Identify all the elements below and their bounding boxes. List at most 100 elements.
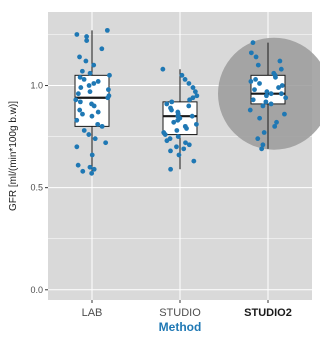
data-point-studio [191, 158, 197, 164]
x-tick-label-lab: LAB [82, 307, 103, 319]
data-point-lab [86, 83, 92, 88]
data-point-studio [186, 81, 192, 86]
y-axis-ticks: 0.0 0.5 1.0 [30, 81, 48, 295]
data-point-studio2 [277, 58, 283, 64]
data-point-lab [103, 140, 109, 146]
data-point-studio [174, 128, 180, 133]
data-point-studio [175, 109, 181, 115]
data-point-lab [74, 117, 80, 123]
data-point-studio2 [279, 91, 284, 97]
data-point-studio [189, 113, 195, 119]
data-point-studio [175, 134, 181, 139]
data-point-lab [86, 132, 92, 137]
data-point-studio [194, 93, 200, 99]
data-point-lab [87, 164, 93, 170]
data-point-lab [83, 58, 89, 64]
data-point-lab [77, 99, 83, 105]
data-point-lab [104, 27, 110, 33]
data-point-studio [186, 142, 192, 148]
data-point-studio2 [252, 87, 257, 93]
data-point-studio [186, 103, 192, 109]
data-point-studio2 [283, 95, 289, 101]
data-point-studio2 [271, 70, 277, 76]
x-axis-ticks: LAB STUDIO STUDIO2 [82, 300, 292, 319]
data-point-studio [168, 105, 173, 111]
data-point-lab [84, 34, 90, 39]
data-point-studio2 [274, 119, 279, 125]
data-point-studio [181, 146, 187, 152]
data-point-studio2 [282, 111, 287, 117]
data-point-studio [171, 119, 177, 125]
data-point-studio2 [255, 136, 261, 142]
data-point-lab [73, 97, 79, 103]
data-point-studio [190, 85, 196, 90]
data-point-studio [167, 136, 173, 142]
data-point-studio2 [276, 85, 281, 90]
data-point-lab [91, 166, 97, 172]
data-point-studio [161, 130, 167, 135]
data-point-studio [160, 66, 166, 72]
data-point-lab [80, 111, 85, 117]
data-point-lab [89, 170, 95, 176]
data-point-lab [80, 168, 86, 174]
data-point-studio [168, 166, 173, 172]
data-point-lab [77, 54, 82, 60]
data-point-lab [84, 38, 90, 43]
data-point-lab [95, 79, 101, 84]
data-point-lab [95, 121, 101, 127]
data-point-lab [74, 32, 80, 37]
data-point-lab [81, 128, 87, 133]
data-point-studio2 [272, 123, 278, 129]
data-point-studio2 [253, 77, 258, 82]
data-point-studio [168, 148, 173, 154]
data-point-studio2 [260, 103, 266, 109]
data-point-studio [192, 89, 198, 95]
data-point-studio [190, 95, 196, 101]
data-point-studio2 [250, 40, 256, 46]
data-point-studio2 [257, 115, 263, 121]
data-point-lab [106, 93, 112, 99]
data-point-studio2 [247, 107, 253, 113]
data-point-studio2 [248, 79, 254, 84]
data-point-lab [99, 46, 105, 52]
data-point-lab [91, 62, 97, 68]
data-point-lab [77, 74, 83, 80]
data-point-studio2 [257, 81, 262, 86]
data-point-studio [174, 144, 179, 150]
data-point-lab [78, 85, 84, 90]
data-point-studio2 [268, 91, 274, 97]
data-point-studio [182, 123, 188, 129]
data-point-lab [75, 91, 81, 97]
data-point-studio [169, 99, 175, 105]
data-point-studio2 [268, 101, 274, 107]
data-point-studio [193, 121, 199, 127]
y-axis-title: GFR [ml/(min*100g b.w)] [8, 101, 19, 211]
data-point-studio2 [279, 83, 285, 88]
y-tick-label: 1.0 [30, 81, 43, 91]
data-point-studio [179, 72, 185, 78]
data-point-studio2 [250, 97, 256, 103]
data-point-lab [107, 72, 112, 78]
data-point-studio2 [259, 146, 265, 152]
data-point-studio2 [260, 142, 266, 148]
data-point-lab [89, 152, 95, 158]
data-point-lab [99, 123, 105, 129]
data-point-lab [79, 68, 85, 74]
data-point-lab [74, 144, 80, 150]
data-point-lab [91, 81, 97, 86]
data-point-lab [106, 87, 111, 93]
x-tick-label-studio: STUDIO [159, 307, 201, 319]
data-point-studio2 [264, 93, 269, 99]
data-point-lab [75, 162, 81, 168]
data-point-studio [176, 152, 182, 158]
data-point-studio2 [264, 89, 270, 95]
x-axis-title: Method [159, 320, 202, 334]
data-point-lab [87, 70, 93, 76]
y-tick-label: 0.5 [30, 183, 43, 193]
y-tick-label: 0.0 [30, 285, 43, 295]
data-point-studio2 [261, 130, 267, 135]
data-point-lab [77, 107, 83, 113]
data-point-studio2 [248, 50, 254, 56]
